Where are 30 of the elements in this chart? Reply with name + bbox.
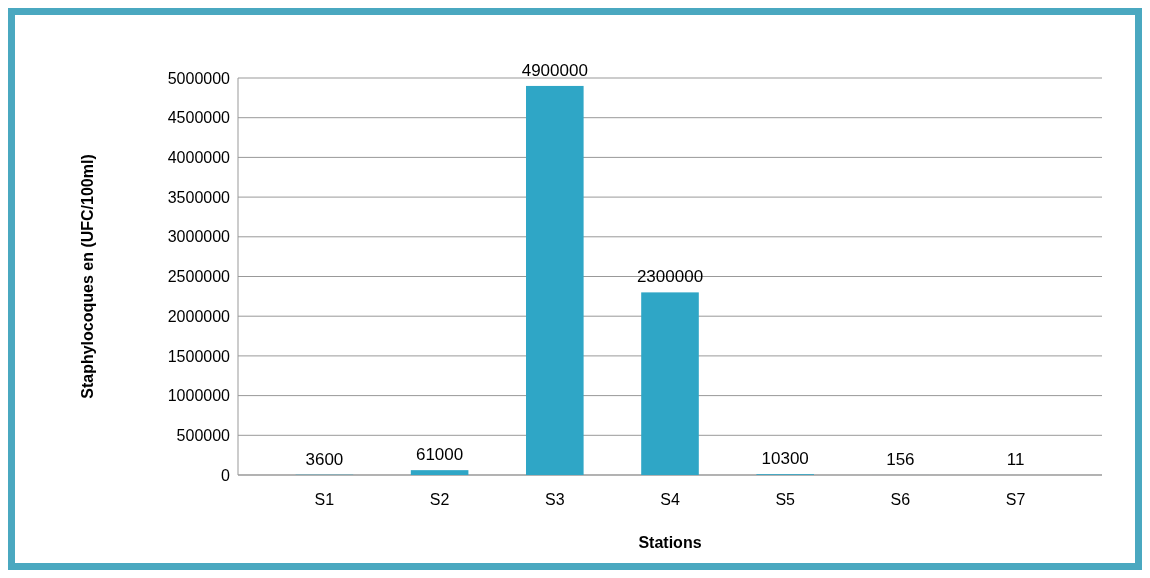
- data-label: 10300: [761, 449, 809, 469]
- y-tick-label: 3000000: [167, 228, 231, 246]
- y-tick-label: 1000000: [167, 387, 231, 405]
- y-tick-label: 1500000: [167, 347, 231, 365]
- data-label: 3600: [305, 449, 344, 469]
- bar: [526, 85, 584, 475]
- x-tick-label: S3: [545, 491, 565, 508]
- y-tick-label: 2500000: [167, 268, 231, 286]
- bar: [641, 292, 699, 475]
- y-tick-label: 0: [221, 466, 231, 484]
- y-tick-label: 4500000: [167, 109, 231, 127]
- y-tick-label: 500000: [176, 426, 231, 444]
- data-label: 156: [886, 449, 915, 469]
- x-tick-label: S5: [775, 491, 796, 508]
- data-label: 4900000: [521, 60, 588, 80]
- data-label: 2300000: [636, 267, 704, 287]
- data-label: 61000: [415, 445, 464, 465]
- y-axis-title: Staphylocoques en (UFC/100ml): [79, 154, 96, 399]
- y-tick-label: 4000000: [167, 149, 231, 166]
- x-tick-label: S6: [890, 491, 911, 508]
- y-tick-label: 2000000: [167, 307, 231, 325]
- x-axis-title: Stations: [638, 534, 702, 551]
- bar: [410, 470, 469, 475]
- x-tick-label: S1: [314, 491, 335, 508]
- x-tick-label: S4: [660, 491, 680, 508]
- y-tick-label: 5000000: [167, 69, 231, 87]
- x-tick-label: S2: [429, 491, 450, 508]
- data-label: 11: [1006, 450, 1025, 469]
- x-tick-label: S7: [1005, 491, 1026, 508]
- y-tick-label: 3500000: [167, 188, 231, 206]
